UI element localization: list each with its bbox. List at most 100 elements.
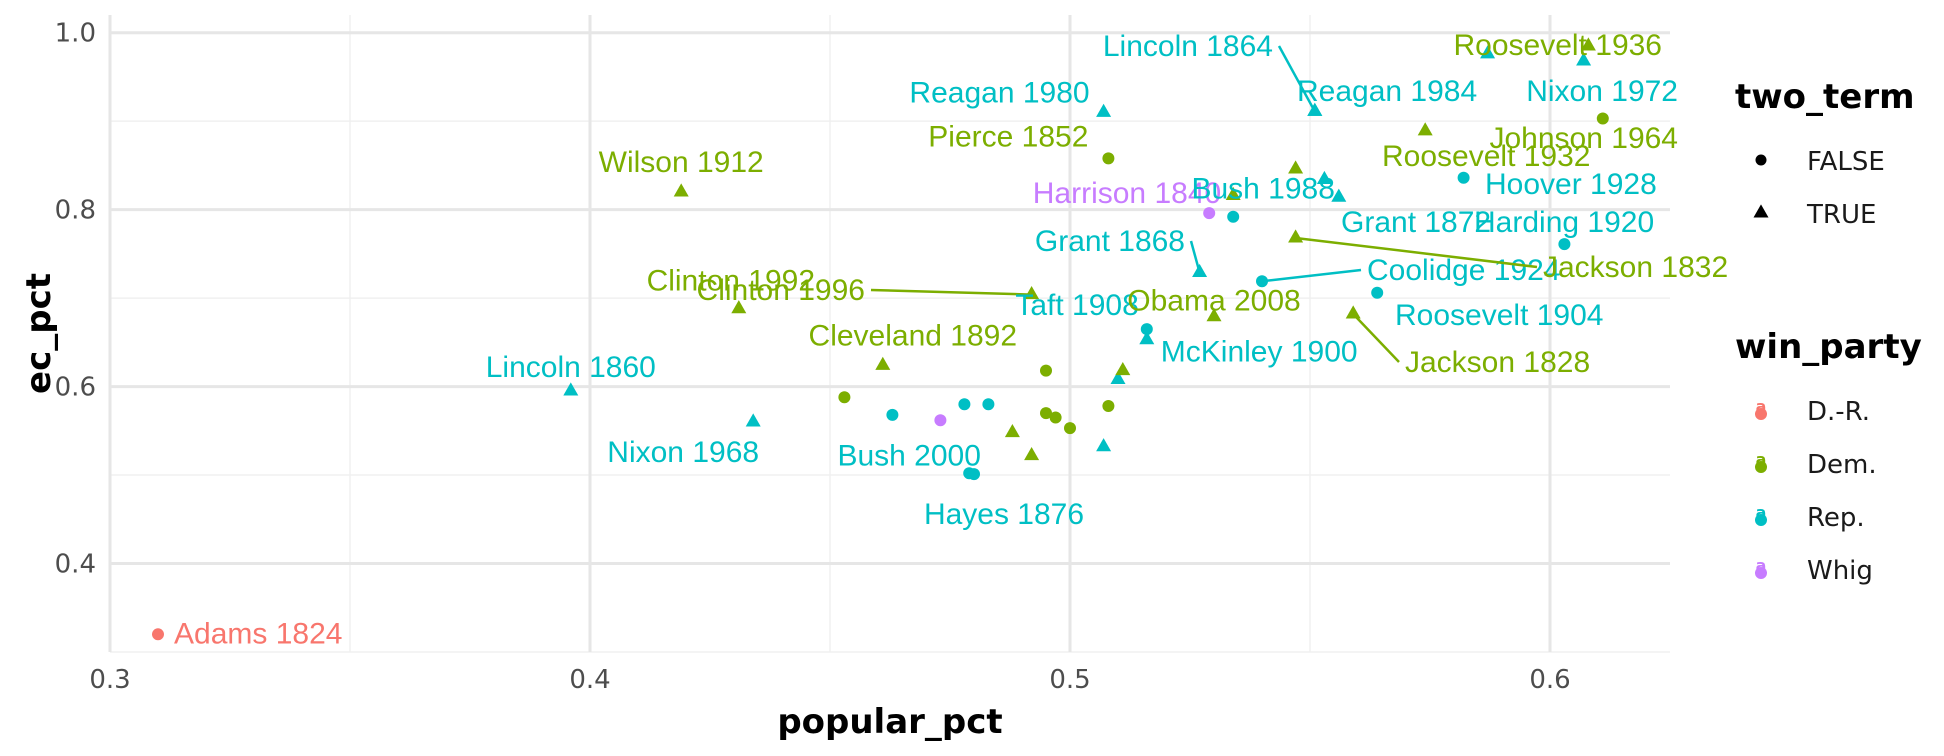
data-point-circle	[1596, 112, 1609, 125]
legend-key-swatch	[1755, 408, 1767, 420]
point-label: Jackson 1828	[1405, 346, 1590, 379]
data-point-triangle	[1580, 37, 1596, 51]
legend-label: D.-R.	[1807, 397, 1870, 427]
data-point-triangle	[1225, 186, 1241, 200]
legend-label: Whig	[1807, 556, 1873, 586]
point-label: Roosevelt 1936	[1454, 29, 1662, 62]
data-point-triangle	[1480, 45, 1496, 59]
data-point-circle	[982, 398, 995, 411]
legend-label: FALSE	[1807, 147, 1885, 177]
grid-lines	[108, 15, 1670, 653]
data-point-triangle	[1345, 305, 1361, 319]
point-label: Hayes 1876	[924, 498, 1084, 531]
point-label: Taft 1908	[1015, 289, 1138, 322]
legend-key-swatch	[1755, 461, 1767, 473]
y-axis-title: ec_pct	[19, 273, 59, 394]
label-connector	[1277, 45, 1316, 113]
point-label: Grant 1872	[1341, 206, 1491, 239]
data-point-circle	[1102, 400, 1115, 413]
data-point-triangle	[1417, 122, 1433, 136]
data-point-triangle	[673, 183, 689, 197]
point-label: Bush 2000	[837, 439, 980, 472]
x-tick-label: 0.5	[1049, 665, 1090, 695]
legend-label: Rep.	[1807, 503, 1865, 533]
point-label: Pierce 1852	[928, 120, 1088, 153]
point-label: Obama 2008	[1127, 285, 1300, 318]
data-point-triangle	[563, 382, 579, 396]
legend-key-glyph: a	[1756, 450, 1767, 469]
data-point-triangle	[745, 413, 761, 427]
x-tick-label: 0.4	[569, 665, 610, 695]
label-connector	[1352, 313, 1400, 363]
x-tick-label: 0.6	[1529, 665, 1570, 695]
data-point-circle	[1064, 422, 1076, 435]
point-label: Adams 1824	[174, 617, 342, 650]
point-label: Cleveland 1892	[809, 319, 1018, 352]
data-point-circle	[1040, 407, 1052, 420]
data-point-triangle	[1316, 170, 1332, 185]
data-point-triangle	[1110, 370, 1126, 385]
data-point-triangle	[1096, 103, 1112, 117]
legend-label: Dem.	[1807, 450, 1877, 480]
point-label: Lincoln 1864	[1103, 30, 1273, 63]
point-label: Johnson 1964	[1490, 122, 1679, 155]
data-point-circle	[1140, 323, 1153, 336]
y-tick-label: 0.4	[55, 550, 96, 580]
data-point-circle	[1102, 152, 1115, 165]
data-point-circle	[152, 628, 164, 641]
point-label: Lincoln 1860	[486, 351, 656, 384]
legend-title-win-party: win_party	[1735, 327, 1922, 367]
data-point-triangle	[1024, 446, 1040, 461]
point-label: Roosevelt 1932	[1382, 140, 1590, 173]
data-point-triangle	[731, 300, 747, 314]
legend-label: TRUE	[1806, 200, 1876, 230]
y-tick-label: 0.8	[55, 196, 96, 226]
point-label: Harrison 1840	[1033, 177, 1221, 210]
legend-key-glyph: a	[1756, 397, 1767, 416]
data-point-triangle	[1331, 188, 1347, 202]
data-point-triangle	[1115, 362, 1131, 376]
label-connector	[1261, 268, 1362, 283]
legend-key-swatch	[1755, 514, 1767, 526]
data-point-circle	[1203, 207, 1216, 220]
data-point-triangle	[1206, 308, 1222, 322]
label-connector	[1295, 236, 1538, 269]
data-point-circle	[1040, 364, 1052, 377]
data-point-circle	[1371, 286, 1384, 299]
legend-key-swatch	[1755, 567, 1767, 579]
point-label: Roosevelt 1904	[1395, 299, 1603, 332]
data-point-triangle	[1004, 423, 1020, 438]
point-label: McKinley 1900	[1161, 336, 1358, 369]
data-point-triangle	[1288, 160, 1304, 174]
data-point-triangle	[1024, 285, 1040, 300]
data-point-triangle	[1096, 438, 1112, 452]
data-point-circle	[968, 468, 980, 481]
data-point-circle	[934, 414, 947, 427]
legend-key-triangle	[1753, 204, 1769, 218]
y-tick-label: 1.0	[55, 19, 96, 49]
data-point-circle	[1558, 238, 1571, 251]
point-label: Grant 1868	[1035, 225, 1185, 258]
point-label: Reagan 1980	[909, 76, 1089, 109]
point-label: Nixon 1968	[607, 436, 759, 469]
point-label: Jackson 1832	[1543, 251, 1728, 284]
point-label: Wilson 1912	[599, 146, 764, 179]
point-label: Hoover 1928	[1485, 168, 1657, 201]
data-point-triangle	[1139, 331, 1155, 345]
data-points	[152, 37, 1609, 641]
point-label: Reagan 1984	[1297, 75, 1477, 108]
y-tick-label: 0.6	[55, 373, 96, 403]
x-tick-label: 0.3	[89, 665, 130, 695]
data-point-triangle	[1288, 229, 1304, 243]
legend-key-glyph: a	[1756, 556, 1767, 575]
label-connector	[870, 288, 1032, 296]
data-point-circle	[958, 398, 971, 411]
data-point-triangle	[875, 356, 891, 370]
label-connector	[1189, 240, 1201, 273]
data-point-circle	[1227, 210, 1240, 223]
legend-key-circle	[1755, 154, 1767, 166]
data-point-triangle	[1576, 52, 1592, 66]
